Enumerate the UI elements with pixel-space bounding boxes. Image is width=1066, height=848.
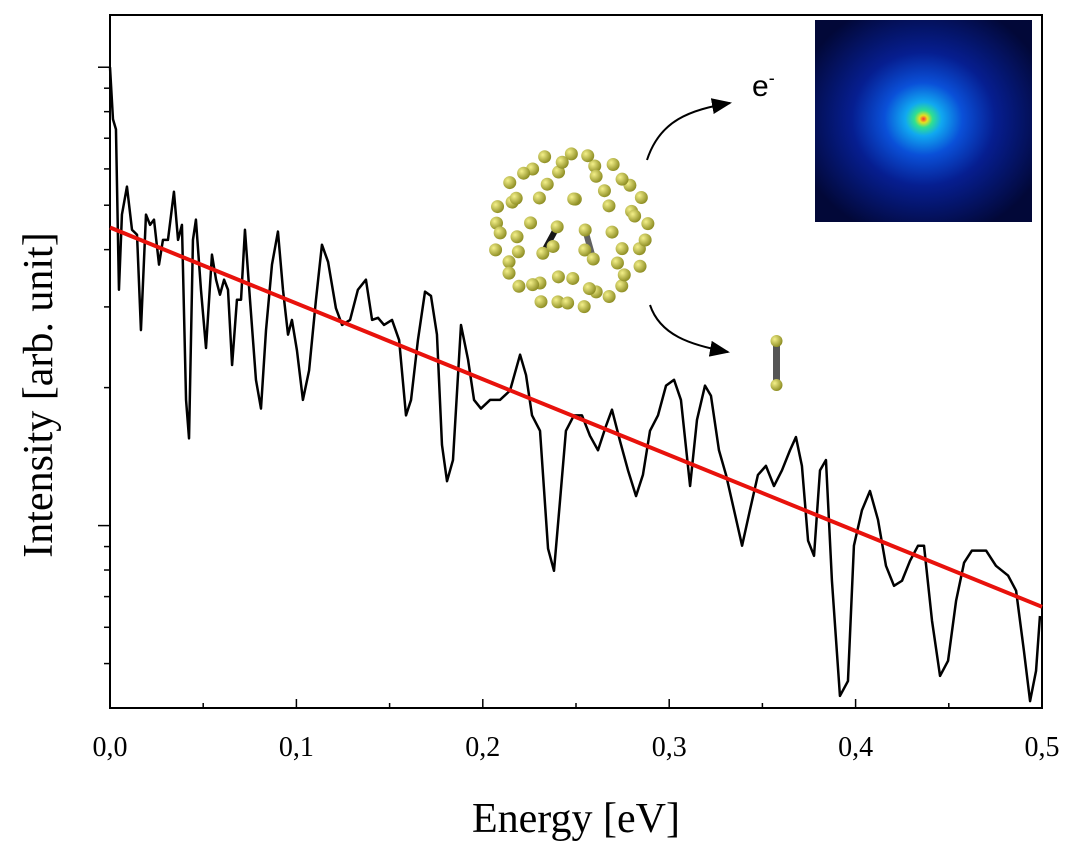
atom	[566, 271, 580, 285]
atom	[526, 278, 540, 292]
atom	[602, 290, 616, 304]
atom	[503, 176, 517, 190]
x-tick-label: 0,3	[652, 732, 687, 763]
atom	[581, 149, 595, 163]
atom	[536, 246, 550, 260]
atom	[555, 155, 569, 169]
atom	[538, 150, 552, 164]
atom	[610, 256, 624, 270]
atom	[617, 268, 631, 282]
data-line	[109, 225, 1043, 609]
atom	[615, 279, 629, 293]
x-tick-label: 0,1	[279, 732, 314, 763]
dimer-illustration	[770, 335, 783, 391]
arrow	[649, 304, 730, 357]
atom	[588, 159, 602, 173]
atom	[578, 243, 592, 257]
atom	[512, 279, 526, 293]
x-tick-label: 0,4	[838, 732, 873, 763]
atom	[582, 282, 596, 296]
atom	[638, 233, 652, 247]
atom	[491, 200, 505, 214]
atom	[615, 242, 629, 256]
atom	[532, 191, 546, 205]
arrow	[646, 98, 732, 161]
atom	[597, 184, 611, 198]
atom	[540, 177, 554, 191]
x-tick-label: 0,2	[465, 732, 500, 763]
atom	[615, 172, 629, 186]
atom	[502, 266, 516, 280]
atom	[602, 199, 616, 213]
y-axis-label: Intensity [arb. unit]	[16, 232, 62, 557]
annotation-text: e	[752, 70, 769, 103]
atom	[577, 300, 591, 314]
atom	[605, 225, 619, 239]
annotation: e-	[752, 68, 775, 103]
atom	[493, 226, 507, 240]
fullerene-illustration	[489, 147, 655, 314]
x-axis-label: Energy [eV]	[472, 796, 680, 842]
annotation-superscript: -	[769, 68, 775, 88]
atom	[578, 223, 592, 237]
atom	[524, 216, 538, 230]
detector-image	[815, 20, 1032, 222]
atom	[502, 255, 516, 269]
atom	[550, 220, 564, 234]
atom	[517, 166, 531, 180]
atom	[641, 217, 655, 231]
atom	[509, 191, 523, 205]
x-tick-label: 0,5	[1025, 732, 1060, 763]
atom	[561, 296, 575, 310]
atom	[633, 259, 647, 273]
atom	[586, 252, 600, 266]
atom	[511, 245, 525, 259]
atom	[489, 243, 503, 257]
atom	[628, 209, 642, 223]
atom	[567, 192, 581, 206]
atom	[634, 191, 648, 205]
atom	[552, 165, 566, 179]
atom	[546, 239, 560, 253]
atom	[564, 147, 578, 161]
atom	[589, 169, 603, 183]
atom	[551, 295, 565, 309]
atom	[606, 157, 620, 171]
x-tick-label: 0,0	[93, 732, 128, 763]
atom	[490, 216, 504, 230]
atom	[510, 230, 524, 244]
atom	[551, 270, 565, 284]
atom	[534, 295, 548, 309]
